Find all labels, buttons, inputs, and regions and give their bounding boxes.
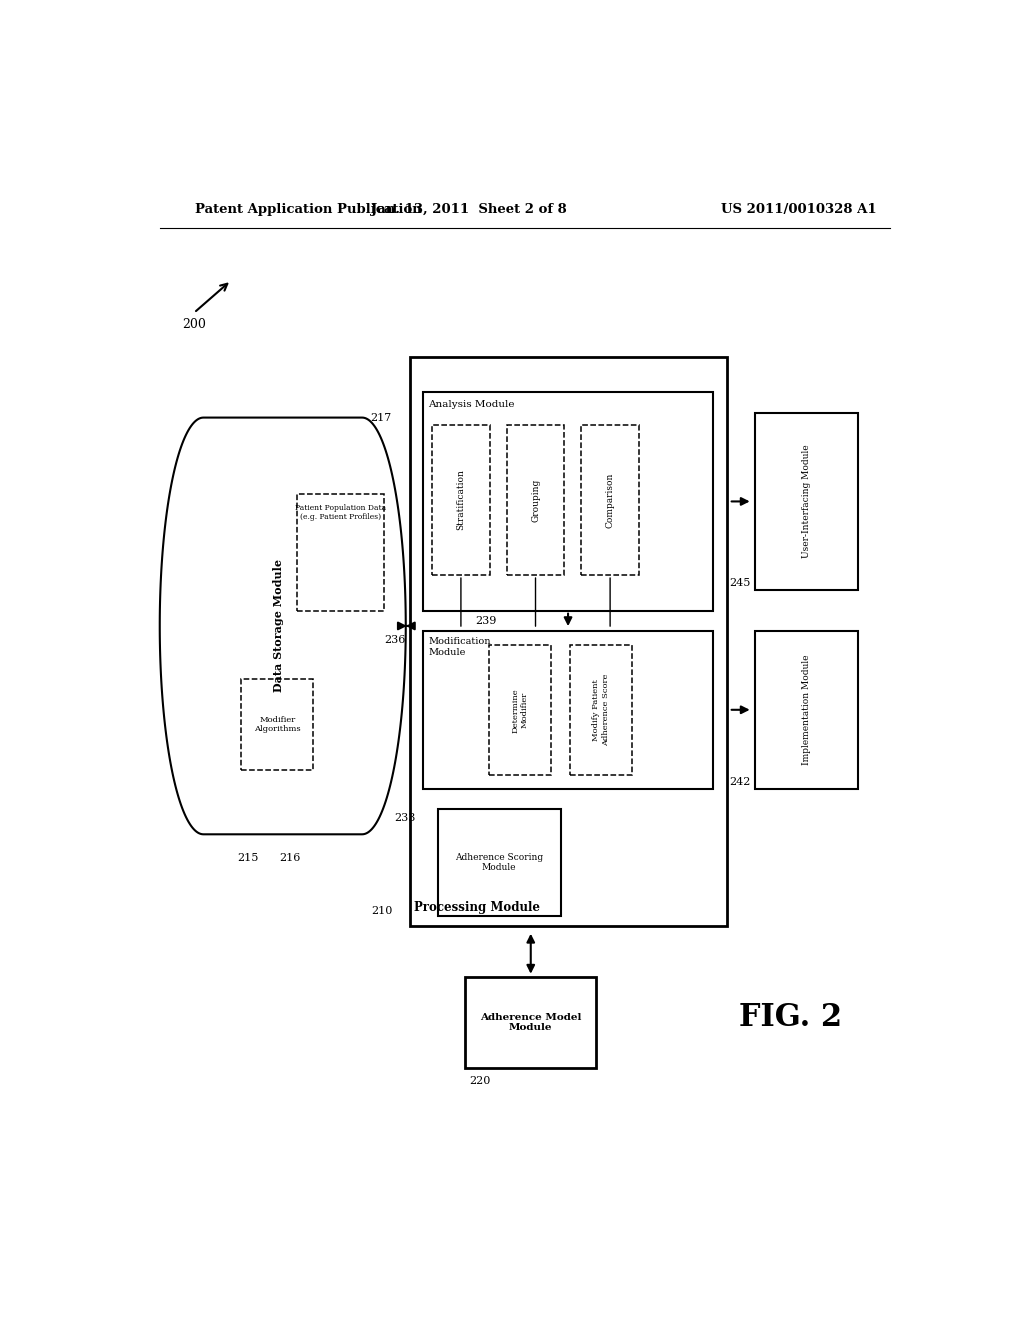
Text: FIG. 2: FIG. 2: [739, 1002, 842, 1032]
Text: Adherence Model
Module: Adherence Model Module: [480, 1012, 582, 1032]
Text: 217: 217: [370, 413, 391, 422]
Text: Modify Patient
Adherence Score: Modify Patient Adherence Score: [593, 675, 609, 747]
Text: Modification
Module: Modification Module: [428, 638, 490, 656]
Polygon shape: [160, 417, 406, 834]
Bar: [570, 645, 632, 775]
Bar: [423, 392, 713, 611]
Text: 245: 245: [730, 578, 751, 589]
Text: Processing Module: Processing Module: [414, 900, 540, 913]
Text: 239: 239: [475, 616, 497, 626]
Text: Modifier
Algorithms: Modifier Algorithms: [254, 715, 300, 733]
Text: User-Interfacing Module: User-Interfacing Module: [802, 445, 811, 558]
Text: Patent Application Publication: Patent Application Publication: [196, 203, 422, 215]
Text: Data Storage Module: Data Storage Module: [273, 560, 285, 693]
Text: 236: 236: [384, 635, 406, 645]
Text: Comparison: Comparison: [605, 473, 614, 528]
Text: Determine
Modifier: Determine Modifier: [511, 688, 528, 733]
Text: Grouping: Grouping: [531, 478, 540, 521]
Text: Jan. 13, 2011  Sheet 2 of 8: Jan. 13, 2011 Sheet 2 of 8: [372, 203, 567, 215]
Text: US 2011/0010328 A1: US 2011/0010328 A1: [721, 203, 877, 215]
Text: 200: 200: [182, 318, 206, 331]
Bar: [755, 631, 858, 788]
Text: 210: 210: [371, 906, 392, 916]
Bar: [465, 977, 596, 1068]
Bar: [437, 809, 560, 916]
Bar: [755, 413, 858, 590]
Text: 216: 216: [279, 853, 300, 862]
Text: Stratification: Stratification: [457, 470, 466, 531]
Bar: [432, 425, 489, 576]
Text: 215: 215: [238, 853, 259, 862]
Bar: [297, 494, 384, 611]
Text: 220: 220: [469, 1076, 490, 1086]
Bar: [423, 631, 713, 788]
Bar: [410, 356, 727, 925]
Text: Adherence Scoring
Module: Adherence Scoring Module: [455, 853, 543, 873]
Bar: [582, 425, 639, 576]
Text: Implementation Module: Implementation Module: [802, 655, 811, 766]
Text: 233: 233: [394, 813, 416, 822]
Bar: [507, 425, 564, 576]
Text: Analysis Module: Analysis Module: [428, 400, 514, 409]
Text: 242: 242: [730, 776, 751, 787]
Text: Patient Population Data
(e.g. Patient Profiles): Patient Population Data (e.g. Patient Pr…: [295, 504, 386, 521]
Bar: [489, 645, 551, 775]
Bar: [242, 678, 313, 771]
